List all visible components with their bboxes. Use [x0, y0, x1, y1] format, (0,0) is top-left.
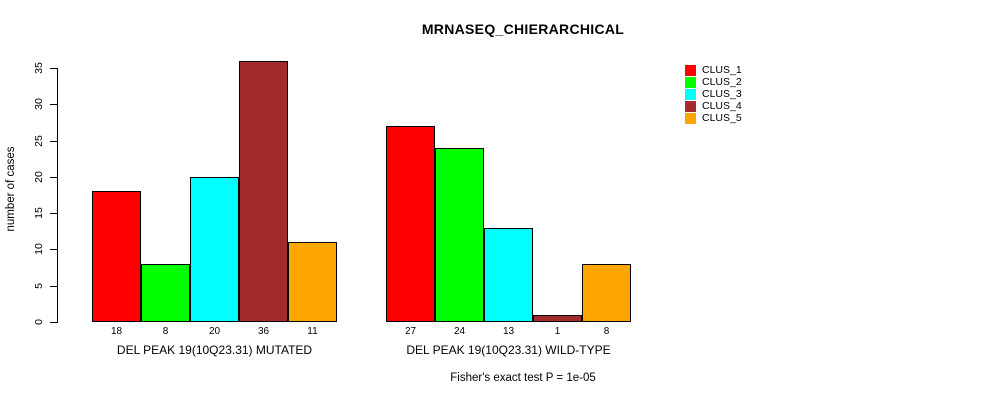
y-axis-tick — [50, 176, 57, 178]
bar-value-label: 1 — [554, 326, 561, 337]
legend-item: CLUS_5 — [685, 113, 742, 125]
bar-clus_5 — [288, 242, 337, 322]
bar-clus_4 — [239, 60, 288, 322]
bar-value-label: 20 — [208, 326, 221, 337]
legend-label: CLUS_5 — [702, 112, 742, 125]
legend-label: CLUS_4 — [702, 100, 742, 113]
bar-value-label: 8 — [162, 326, 169, 337]
bar-value-label: 11 — [307, 326, 318, 337]
bar-clus_1 — [386, 126, 435, 322]
group-label: DEL PEAK 19(10Q23.31) MUTATED — [116, 343, 313, 357]
y-axis-tick — [50, 285, 57, 287]
legend-swatch — [685, 64, 696, 76]
legend-item: CLUS_1 — [685, 64, 742, 76]
bar-clus_1 — [92, 191, 141, 322]
bar-clus_2 — [435, 147, 484, 322]
footer-annotation: Fisher's exact test P = 1e-05 — [450, 372, 596, 384]
group-label: DEL PEAK 19(10Q23.31) WILD-TYPE — [406, 343, 611, 357]
legend-label: CLUS_1 — [702, 63, 742, 76]
bar-clus_4 — [533, 314, 582, 322]
y-axis-line — [57, 68, 58, 323]
legend-label: CLUS_2 — [702, 75, 742, 88]
bar-value-label: 13 — [502, 326, 515, 337]
bar-value-label: 18 — [110, 326, 123, 337]
bar-value-label: 36 — [257, 326, 270, 337]
legend-swatch — [685, 88, 696, 100]
y-axis-tick — [50, 68, 57, 69]
bar-clus_3 — [190, 176, 239, 322]
bar-clus_2 — [141, 263, 190, 322]
y-axis-tick — [50, 249, 57, 251]
legend-swatch — [685, 113, 696, 125]
y-axis-tick — [50, 140, 57, 142]
legend-item: CLUS_2 — [685, 76, 742, 88]
legend-item: CLUS_4 — [685, 101, 742, 113]
y-axis-tick — [50, 322, 57, 323]
y-axis-tick — [50, 213, 57, 215]
legend-label: CLUS_3 — [702, 87, 742, 100]
legend: CLUS_1 CLUS_2 CLUS_3 CLUS_4 CLUS_5 — [685, 64, 742, 125]
bar-value-label: 8 — [603, 326, 610, 337]
chart-title: MRNASEQ_CHIERARCHICAL — [421, 21, 625, 37]
bar-clus_3 — [484, 227, 533, 322]
legend-swatch — [685, 76, 696, 88]
legend-item: CLUS_3 — [685, 88, 742, 100]
y-axis-tick — [50, 104, 57, 106]
bar-value-label: 27 — [404, 326, 417, 337]
y-axis-label: number of cases — [5, 146, 17, 232]
bar-clus_5 — [582, 263, 631, 322]
bar-value-label: 24 — [453, 326, 466, 337]
legend-swatch — [685, 101, 696, 113]
